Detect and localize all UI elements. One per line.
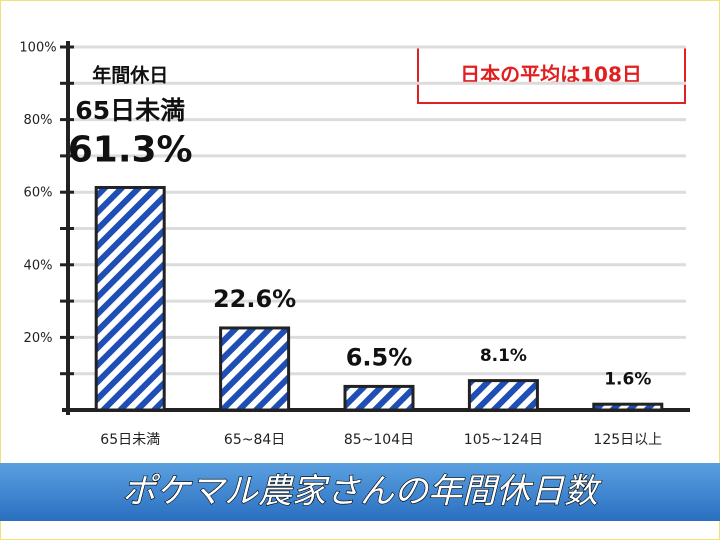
bar <box>467 379 539 412</box>
bar <box>592 402 664 412</box>
y-tick-label: 100% <box>19 41 56 56</box>
y-tick-label: 60% <box>24 186 53 201</box>
x-tick-label: 105~124日 <box>464 432 543 448</box>
plot: 20% 40% 60% 80% 100% 65日未満 61.3% 65~84日 22.6% 85~… <box>19 41 690 448</box>
bar <box>219 326 291 412</box>
chart-title: ポケマル農家さんの年間休日数 <box>122 472 602 512</box>
x-tick-label: 65日未満 <box>100 432 160 448</box>
value-label: 8.1% <box>480 346 527 366</box>
bar <box>94 185 166 412</box>
bar-annotation: 65日未満 <box>75 96 185 125</box>
value-label: 1.6% <box>604 370 651 390</box>
y-tick-label: 20% <box>24 331 53 346</box>
x-tick-label: 65~84日 <box>224 432 285 448</box>
value-label: 61.3% <box>68 129 193 170</box>
value-label: 22.6% <box>213 285 296 313</box>
bar <box>343 384 415 412</box>
bar-annotation: 年間休日 <box>92 64 168 87</box>
x-tick-label: 85~104日 <box>344 432 414 448</box>
y-tick-label: 80% <box>24 113 53 128</box>
value-label: 6.5% <box>346 343 413 371</box>
title-banner <box>0 463 720 521</box>
y-tick-label: 40% <box>24 258 53 273</box>
x-tick-label: 125日以上 <box>593 432 662 448</box>
